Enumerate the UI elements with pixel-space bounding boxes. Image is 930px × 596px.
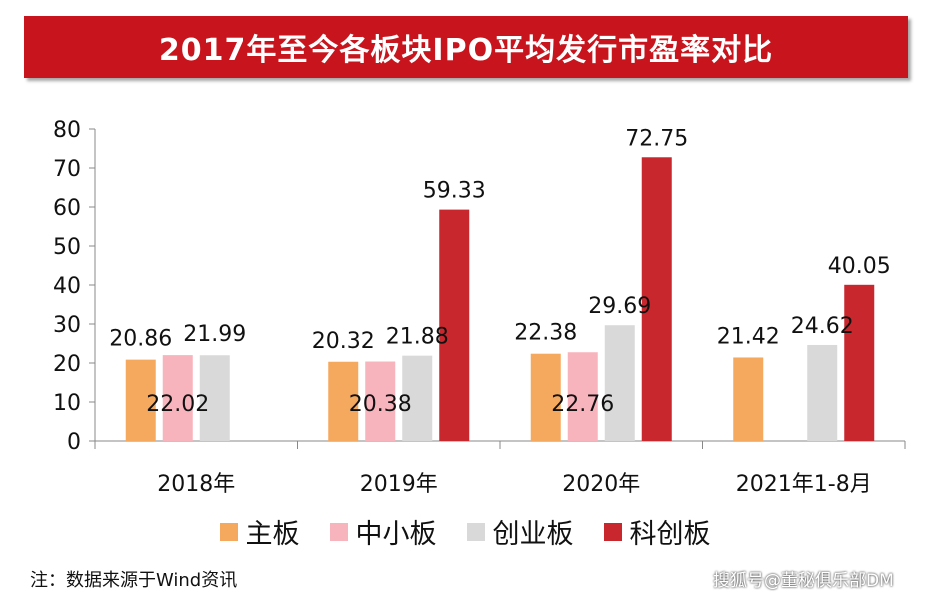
bar (567, 352, 598, 441)
data-label: 24.62 (791, 314, 854, 339)
bar (199, 355, 230, 441)
bar (402, 355, 433, 441)
bar (641, 157, 672, 441)
y-tick-label: 10 (53, 391, 81, 416)
data-label: 20.38 (349, 392, 412, 417)
category-label: 2019年 (360, 472, 438, 497)
data-label: 22.38 (514, 321, 577, 346)
data-label: 22.76 (551, 392, 614, 417)
data-label: 21.42 (717, 324, 780, 349)
legend-swatch (219, 522, 238, 541)
data-label: 22.02 (146, 392, 209, 417)
data-label: 21.88 (386, 325, 449, 350)
y-tick-label: 30 (53, 313, 81, 338)
y-tick-label: 70 (53, 157, 81, 182)
bar (365, 361, 396, 441)
legend-item: 创业板 (466, 512, 574, 551)
bar (530, 353, 561, 441)
bar (439, 209, 470, 441)
legend-label: 中小板 (355, 519, 437, 550)
legend-swatch (603, 522, 622, 541)
title-banner: 2017年至今各板块IPO平均发行市盈率对比 (24, 16, 908, 78)
legend-item: 中小板 (329, 512, 437, 551)
bar (125, 359, 156, 441)
source-note: 注：数据来源于Wind资讯 (30, 570, 238, 591)
legend-item: 科创板 (603, 512, 711, 551)
legend-label: 创业板 (492, 519, 574, 550)
data-label: 21.99 (183, 322, 246, 347)
legend: 主板 中小板 创业板 科创板 (0, 512, 930, 551)
category-label: 2021年1-8月 (736, 472, 872, 497)
bar (162, 355, 193, 441)
legend-label: 科创板 (629, 519, 711, 550)
legend-swatch (466, 522, 485, 541)
legend-swatch (329, 522, 348, 541)
y-tick-label: 80 (53, 118, 81, 143)
bar-chart: 0 10 20 30 40 50 60 70 80 2018年 2019年 2020年 2021年1-8… (53, 118, 906, 497)
data-label: 20.32 (312, 329, 375, 354)
y-tick-label: 60 (53, 196, 81, 221)
legend-item: 主板 (219, 512, 300, 551)
category-label: 2020年 (562, 472, 640, 497)
bar (733, 357, 764, 441)
bar (844, 284, 875, 441)
category-label: 2018年 (157, 472, 235, 497)
y-tick-label: 50 (53, 235, 81, 260)
legend-label: 主板 (245, 519, 300, 550)
bar (328, 361, 359, 441)
data-label: 40.05 (828, 254, 891, 279)
y-tick-label: 0 (67, 430, 81, 455)
watermark: 搜狐号@董秘俱乐部DM (713, 571, 894, 591)
chart-title: 2017年至今各板块IPO平均发行市盈率对比 (158, 33, 774, 68)
data-label: 59.33 (423, 179, 486, 204)
y-tick-label: 40 (53, 274, 81, 299)
data-label: 20.86 (109, 327, 172, 352)
bar (604, 325, 635, 441)
bar (807, 344, 838, 441)
data-label: 72.75 (625, 126, 688, 151)
data-label: 29.69 (588, 294, 651, 319)
y-tick-label: 20 (53, 352, 81, 377)
